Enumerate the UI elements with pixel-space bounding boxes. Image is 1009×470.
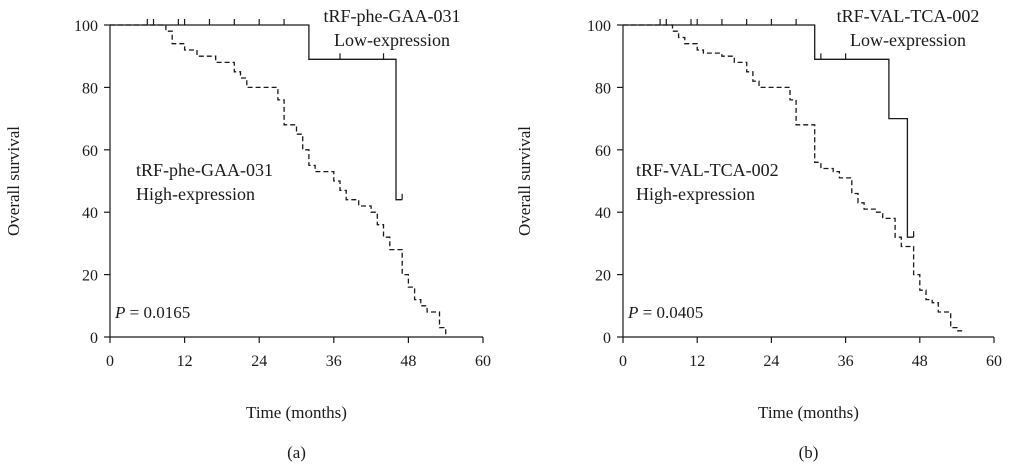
p-value: = 0.0405 — [638, 303, 703, 322]
series-label-line: Low-expression — [850, 30, 966, 50]
x-tick-label: 60 — [475, 353, 491, 370]
series-label-line: tRF-phe-GAA-031 — [324, 6, 461, 26]
series-label-line: tRF-phe-GAA-031 — [136, 160, 273, 180]
y-tick-label: 100 — [74, 18, 98, 35]
y-tick-label: 0 — [603, 330, 611, 347]
x-tick-label: 12 — [689, 353, 705, 370]
y-tick-label: 20 — [595, 268, 611, 285]
panel-label: (b) — [799, 443, 819, 462]
panel-label: (a) — [287, 443, 306, 462]
y-axis-label: Overall survival — [4, 126, 23, 236]
x-tick-label: 24 — [251, 353, 267, 370]
y-tick-label: 0 — [90, 330, 98, 347]
p-symbol: P — [114, 303, 125, 322]
series-label-line: High-expression — [636, 184, 755, 204]
y-tick-label: 40 — [82, 205, 98, 222]
x-tick-label: 60 — [986, 353, 1002, 370]
y-tick-label: 40 — [595, 205, 611, 222]
x-tick-label: 36 — [838, 353, 854, 370]
y-tick-label: 80 — [595, 80, 611, 97]
p-value-annotation: P = 0.0165 — [114, 303, 190, 322]
low-expression-curve — [623, 24, 914, 238]
high-expression-curve — [110, 24, 447, 337]
x-tick-label: 36 — [326, 353, 342, 370]
series-label-line: tRF-VAL-TCA-002 — [837, 6, 980, 26]
x-axis-label: Time (months) — [758, 403, 859, 422]
panel-b: 0 12 24 36 48 60 0 20 40 60 80 100 Overall survival T… — [515, 6, 1002, 462]
x-tick-label: 48 — [400, 353, 416, 370]
y-tick-label: 100 — [587, 18, 611, 35]
x-axis-label: Time (months) — [246, 403, 347, 422]
series-label-line: Low-expression — [334, 30, 450, 50]
series-label-line: tRF-VAL-TCA-002 — [636, 160, 779, 180]
x-tick-label: 48 — [912, 353, 928, 370]
p-symbol: P — [627, 303, 638, 322]
low-expression-curve — [110, 24, 403, 201]
panel-a: 0 12 24 36 48 60 0 20 40 60 80 100 Overall survival T… — [4, 6, 491, 462]
p-value: = 0.0165 — [125, 303, 190, 322]
y-tick-label: 60 — [595, 143, 611, 160]
series-label-line: High-expression — [136, 184, 255, 204]
x-tick-label: 24 — [763, 353, 779, 370]
x-tick-label: 12 — [177, 353, 193, 370]
y-tick-label: 80 — [82, 80, 98, 97]
y-tick-label: 20 — [82, 268, 98, 285]
y-axis-label: Overall survival — [515, 126, 534, 236]
p-value-annotation: P = 0.0405 — [627, 303, 703, 322]
y-tick-label: 60 — [82, 143, 98, 160]
x-tick-label: 0 — [106, 353, 114, 370]
x-tick-label: 0 — [619, 353, 627, 370]
